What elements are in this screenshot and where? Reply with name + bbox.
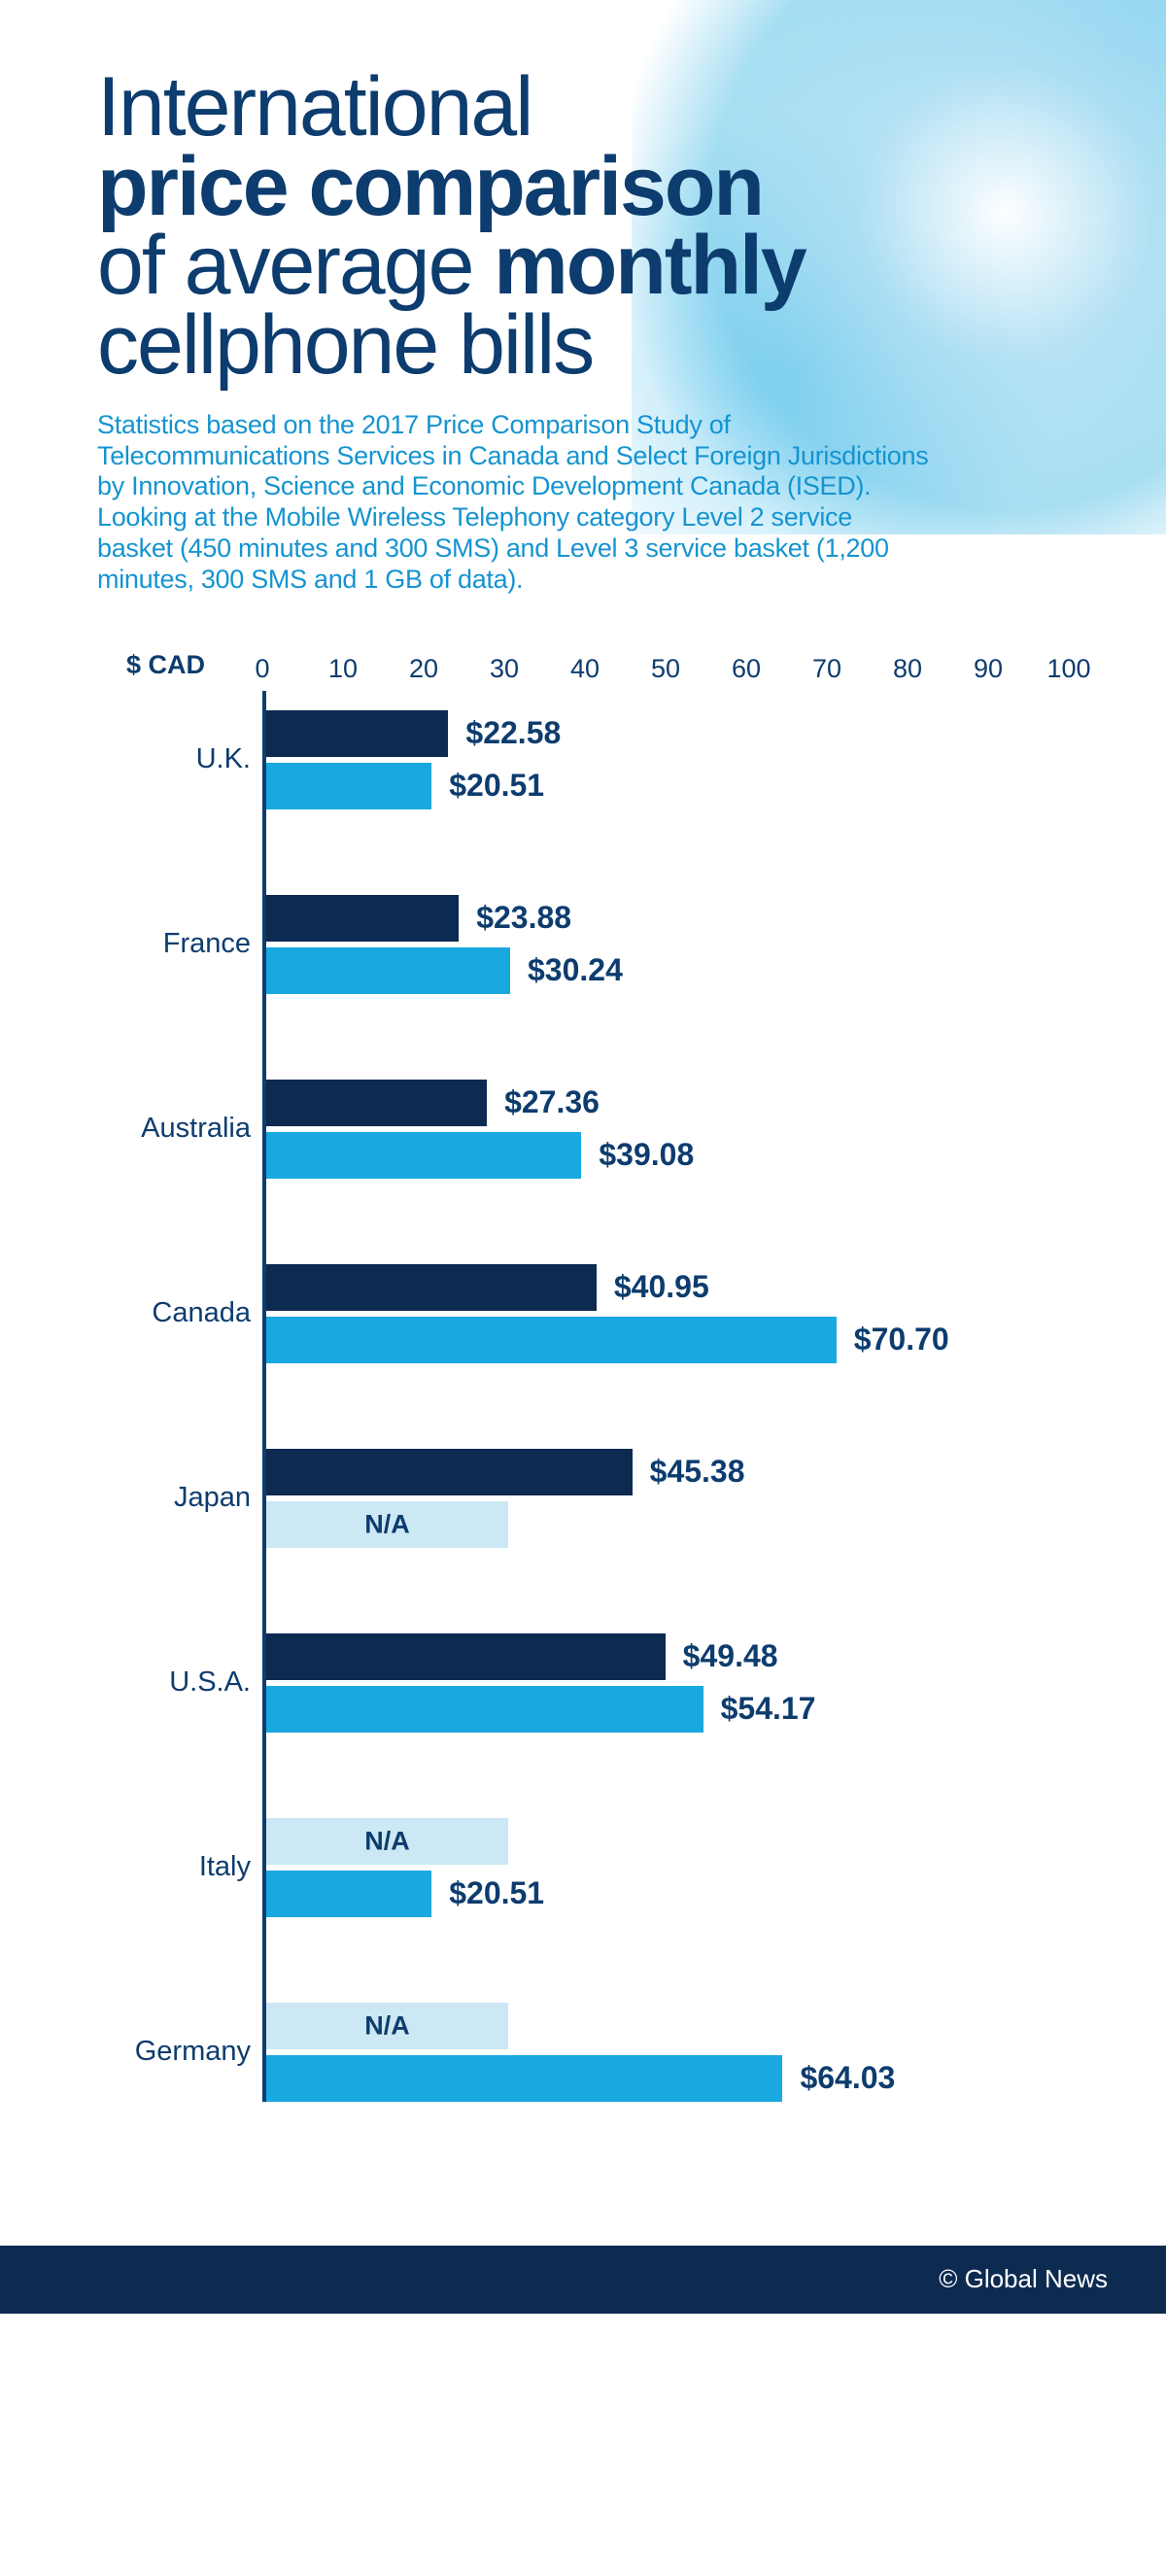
bar-row: $40.95 (266, 1264, 1073, 1311)
axis-tick: 30 (490, 654, 519, 684)
subtitle-text: Statistics based on the 2017 Price Compa… (97, 410, 933, 596)
country-label: France (105, 928, 251, 960)
bar-value-label: $64.03 (800, 2060, 895, 2096)
bar-row: $64.03 (266, 2055, 1073, 2102)
bar-dark (266, 1264, 597, 1311)
bar-dark (266, 895, 459, 942)
bar-value-label: $23.88 (476, 900, 571, 936)
bar-row: $20.51 (266, 763, 1073, 809)
bar-light (266, 947, 510, 994)
axis-tick: 10 (328, 654, 358, 684)
bar-value-label: $54.17 (721, 1691, 816, 1727)
axis-tick: 60 (732, 654, 761, 684)
bar-row: $20.51 (266, 1871, 1073, 1917)
footer-bar: © Global News (0, 2246, 1166, 2314)
bar-light (266, 1132, 581, 1179)
bar-na: N/A (266, 1818, 508, 1865)
axis-tick: 40 (570, 654, 600, 684)
bar-row: $27.36 (266, 1080, 1073, 1126)
axis-tick: 80 (893, 654, 922, 684)
content-area: International price comparison of averag… (0, 0, 1166, 2246)
bar-value-label: $70.70 (854, 1322, 949, 1357)
bar-light (266, 1317, 837, 1363)
country-group: ItalyN/A$20.51 (266, 1818, 1073, 1917)
axis-tick: 20 (409, 654, 438, 684)
country-label: Japan (105, 1482, 251, 1514)
country-label: Germany (105, 2036, 251, 2068)
bar-row: $70.70 (266, 1317, 1073, 1363)
axis-tick: 100 (1046, 654, 1090, 684)
bar-row: $23.88 (266, 895, 1073, 942)
bar-value-label: $22.58 (465, 715, 561, 751)
bar-dark (266, 1449, 633, 1495)
chart-body: U.K.$22.58$20.51France$23.88$30.24Austra… (262, 691, 1073, 2102)
chart-area: $ CAD 0102030405060708090100 U.K.$22.58$… (97, 654, 1088, 2246)
country-label: Canada (105, 1297, 251, 1329)
bar-row: $30.24 (266, 947, 1073, 994)
bar-value-label: $45.38 (650, 1454, 745, 1490)
bar-row: N/A (266, 2003, 1073, 2049)
bar-value-label: $30.24 (528, 952, 623, 988)
bar-row: $22.58 (266, 710, 1073, 757)
bar-value-label: $39.08 (599, 1137, 694, 1173)
axis-tick: 70 (812, 654, 841, 684)
country-label: U.K. (105, 743, 251, 775)
x-axis-ticks: 0102030405060708090100 (262, 654, 1069, 683)
bar-light (266, 1871, 431, 1917)
bar-row: $39.08 (266, 1132, 1073, 1179)
axis-tick: 90 (974, 654, 1003, 684)
bar-value-label: $20.51 (449, 768, 544, 804)
country-group: U.S.A.$49.48$54.17 (266, 1633, 1073, 1733)
bar-value-label: $40.95 (614, 1269, 709, 1305)
country-group: GermanyN/A$64.03 (266, 2003, 1073, 2102)
axis-tick: 0 (255, 654, 269, 684)
bar-value-label: $20.51 (449, 1875, 544, 1911)
y-axis-unit-label: $ CAD (126, 650, 205, 680)
bar-row: N/A (266, 1818, 1073, 1865)
country-label: Australia (105, 1113, 251, 1145)
bar-dark (266, 710, 448, 757)
country-group: U.K.$22.58$20.51 (266, 710, 1073, 809)
country-label: U.S.A. (105, 1666, 251, 1699)
bar-value-label: $27.36 (504, 1084, 600, 1120)
copyright-text: © Global News (939, 2264, 1108, 2294)
country-group: Japan$45.38N/A (266, 1449, 1073, 1548)
bar-value-label: $49.48 (683, 1638, 778, 1674)
na-label: N/A (364, 1509, 410, 1539)
country-group: Australia$27.36$39.08 (266, 1080, 1073, 1179)
bar-na: N/A (266, 1501, 508, 1548)
bar-dark (266, 1633, 666, 1680)
bar-light (266, 1686, 703, 1733)
country-label: Italy (105, 1851, 251, 1883)
axis-tick: 50 (651, 654, 680, 684)
bar-light (266, 2055, 782, 2102)
bar-row: $49.48 (266, 1633, 1073, 1680)
country-group: France$23.88$30.24 (266, 895, 1073, 994)
bar-row: $45.38 (266, 1449, 1073, 1495)
bar-na: N/A (266, 2003, 508, 2049)
bar-dark (266, 1080, 487, 1126)
main-title: International price comparison of averag… (97, 68, 1088, 386)
infographic-container: International price comparison of averag… (0, 0, 1166, 2314)
bar-row: N/A (266, 1501, 1073, 1548)
na-label: N/A (364, 1826, 410, 1856)
na-label: N/A (364, 2010, 410, 2041)
bar-row: $54.17 (266, 1686, 1073, 1733)
title-line-4: cellphone bills (97, 298, 593, 392)
country-group: Canada$40.95$70.70 (266, 1264, 1073, 1363)
bar-light (266, 763, 431, 809)
